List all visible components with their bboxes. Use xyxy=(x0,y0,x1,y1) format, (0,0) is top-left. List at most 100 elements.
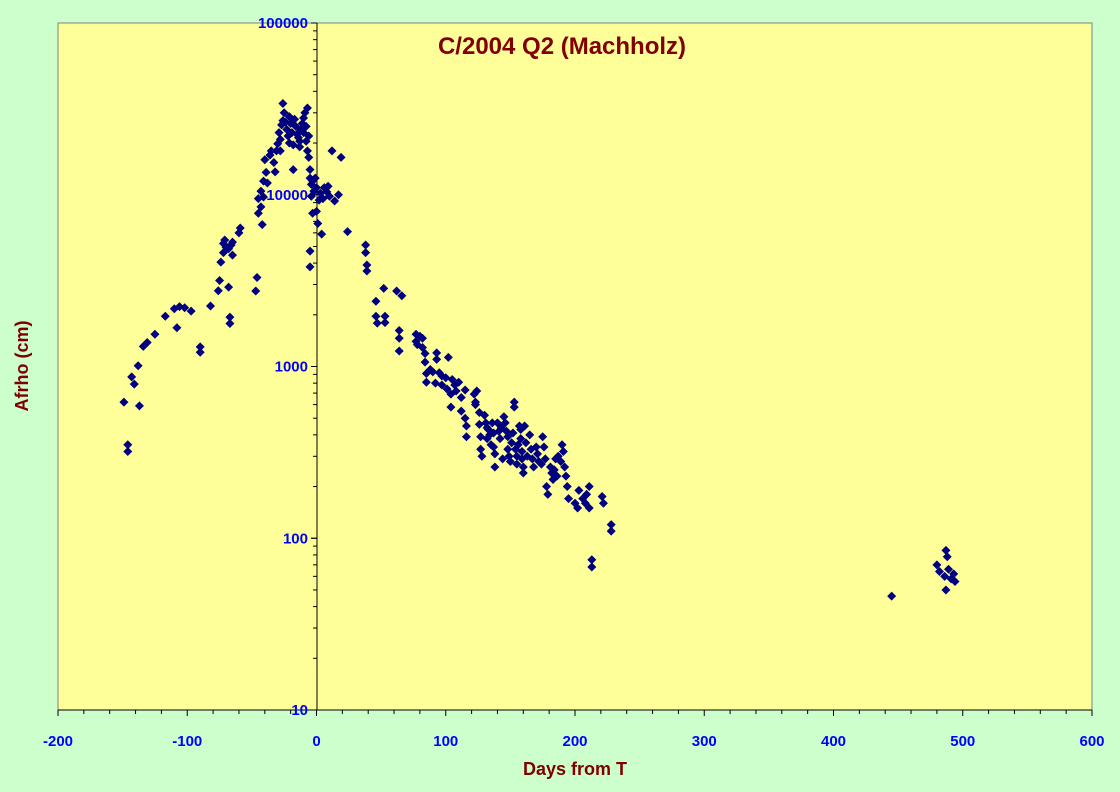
data-point xyxy=(460,413,470,423)
data-point xyxy=(274,128,284,138)
data-point xyxy=(336,152,346,162)
data-point xyxy=(556,456,566,466)
data-point xyxy=(324,191,334,201)
data-point xyxy=(119,397,129,407)
data-point xyxy=(443,352,453,362)
plot-area xyxy=(57,22,1093,711)
data-points xyxy=(119,98,960,601)
data-point xyxy=(949,569,959,579)
x-tick-label: 0 xyxy=(312,733,320,750)
data-point xyxy=(312,183,321,193)
data-point xyxy=(180,303,190,313)
data-point xyxy=(606,526,616,536)
data-point xyxy=(574,485,584,495)
data-point xyxy=(372,318,382,328)
data-point xyxy=(312,206,321,216)
y-tick-label: 100 xyxy=(283,530,308,547)
data-point xyxy=(323,181,333,191)
data-point xyxy=(127,372,137,382)
data-point xyxy=(518,462,528,472)
x-tick-label: -100 xyxy=(172,733,202,750)
data-point xyxy=(295,142,305,152)
data-point xyxy=(564,494,574,504)
data-point xyxy=(476,444,486,454)
data-point xyxy=(288,165,298,175)
data-point xyxy=(278,98,288,108)
data-point xyxy=(224,282,234,292)
data-point xyxy=(451,386,461,396)
y-tick-labels: 10 100 1000 10000 100000 xyxy=(258,15,308,719)
data-point xyxy=(490,449,500,459)
data-point xyxy=(490,462,500,472)
data-point xyxy=(310,173,320,183)
data-point xyxy=(520,421,530,431)
data-point xyxy=(542,482,552,492)
data-point xyxy=(531,442,541,452)
y-tick-label: 1000 xyxy=(275,359,308,376)
data-point xyxy=(539,442,549,452)
data-point xyxy=(504,451,514,461)
data-point xyxy=(536,459,546,469)
data-point xyxy=(446,402,456,412)
data-point xyxy=(270,167,280,177)
data-point xyxy=(172,323,182,333)
data-point xyxy=(261,167,271,177)
data-point xyxy=(216,257,226,267)
data-point xyxy=(470,397,480,407)
data-point xyxy=(333,190,343,200)
data-point xyxy=(343,227,353,237)
data-point xyxy=(129,379,139,389)
y-axis-title: Afrho (cm) xyxy=(12,321,32,412)
data-point xyxy=(327,146,337,156)
data-point xyxy=(887,591,897,601)
data-point xyxy=(302,103,312,113)
data-point xyxy=(476,432,486,442)
data-point xyxy=(150,329,160,339)
data-point xyxy=(123,446,133,456)
y-tick-label: 10000 xyxy=(266,187,308,204)
data-point xyxy=(266,146,276,156)
data-point xyxy=(521,438,531,448)
data-point xyxy=(220,235,230,245)
data-point xyxy=(508,428,518,438)
data-point xyxy=(195,347,205,357)
data-point xyxy=(527,454,537,464)
data-point xyxy=(142,337,152,347)
data-point xyxy=(160,311,170,321)
data-point xyxy=(561,471,571,481)
data-point xyxy=(495,434,505,444)
x-tick-label: 500 xyxy=(950,733,975,750)
data-point xyxy=(606,520,616,530)
data-point xyxy=(505,456,515,466)
data-point xyxy=(417,333,427,343)
data-point xyxy=(461,432,471,442)
data-point xyxy=(305,262,315,272)
data-point xyxy=(509,397,519,407)
data-point xyxy=(362,260,372,270)
data-point xyxy=(950,576,960,586)
x-tick-label: 300 xyxy=(692,733,717,750)
data-point xyxy=(573,503,583,513)
data-point xyxy=(288,140,298,150)
data-point xyxy=(540,454,550,464)
y-tick-label: 10 xyxy=(291,702,308,719)
data-point xyxy=(420,349,430,359)
data-point xyxy=(213,286,223,296)
chart-title: C/2004 Q2 (Machholz) xyxy=(438,33,686,60)
data-point xyxy=(597,492,607,502)
x-tick-label: 200 xyxy=(562,733,587,750)
data-point xyxy=(562,482,572,492)
data-point xyxy=(420,357,430,367)
data-point xyxy=(941,545,951,555)
x-tick-labels: -200 -100 0 100 200 300 400 500 600 xyxy=(43,733,1105,750)
data-point xyxy=(235,223,245,233)
data-point xyxy=(584,503,594,513)
data-point xyxy=(195,342,205,352)
x-axis-title: Days from T xyxy=(523,759,627,779)
data-point xyxy=(529,462,539,472)
data-point xyxy=(587,555,597,565)
y-tick-label: 100000 xyxy=(258,15,308,32)
data-point xyxy=(487,418,497,428)
data-point xyxy=(186,306,196,316)
